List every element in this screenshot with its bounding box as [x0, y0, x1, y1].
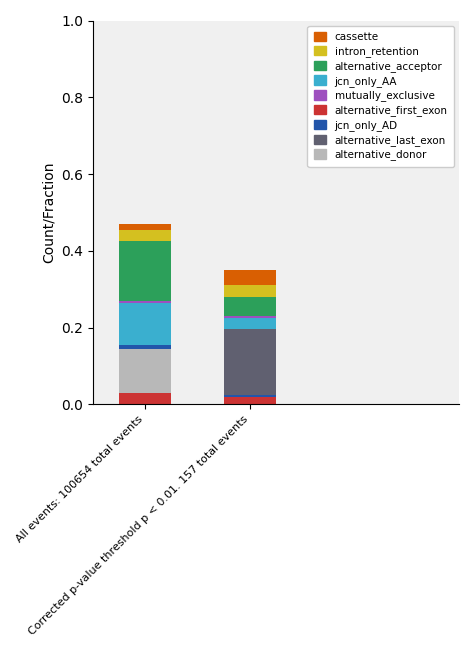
Bar [119, 230, 171, 241]
Bar [224, 396, 276, 404]
Bar [224, 270, 276, 286]
Bar [119, 241, 171, 301]
Bar [224, 297, 276, 316]
Bar [224, 316, 276, 318]
Bar [119, 224, 171, 230]
Bar [119, 303, 171, 345]
Bar [224, 318, 276, 329]
Y-axis label: Count/Fraction: Count/Fraction [42, 162, 55, 263]
Bar [119, 393, 171, 404]
Bar [224, 329, 276, 394]
Bar [119, 345, 171, 349]
Bar [119, 301, 171, 303]
Bar [224, 286, 276, 297]
Legend: cassette, intron_retention, alternative_acceptor, jcn_only_AA, mutually_exclusiv: cassette, intron_retention, alternative_… [308, 25, 454, 167]
Bar [224, 394, 276, 396]
Bar [119, 349, 171, 393]
